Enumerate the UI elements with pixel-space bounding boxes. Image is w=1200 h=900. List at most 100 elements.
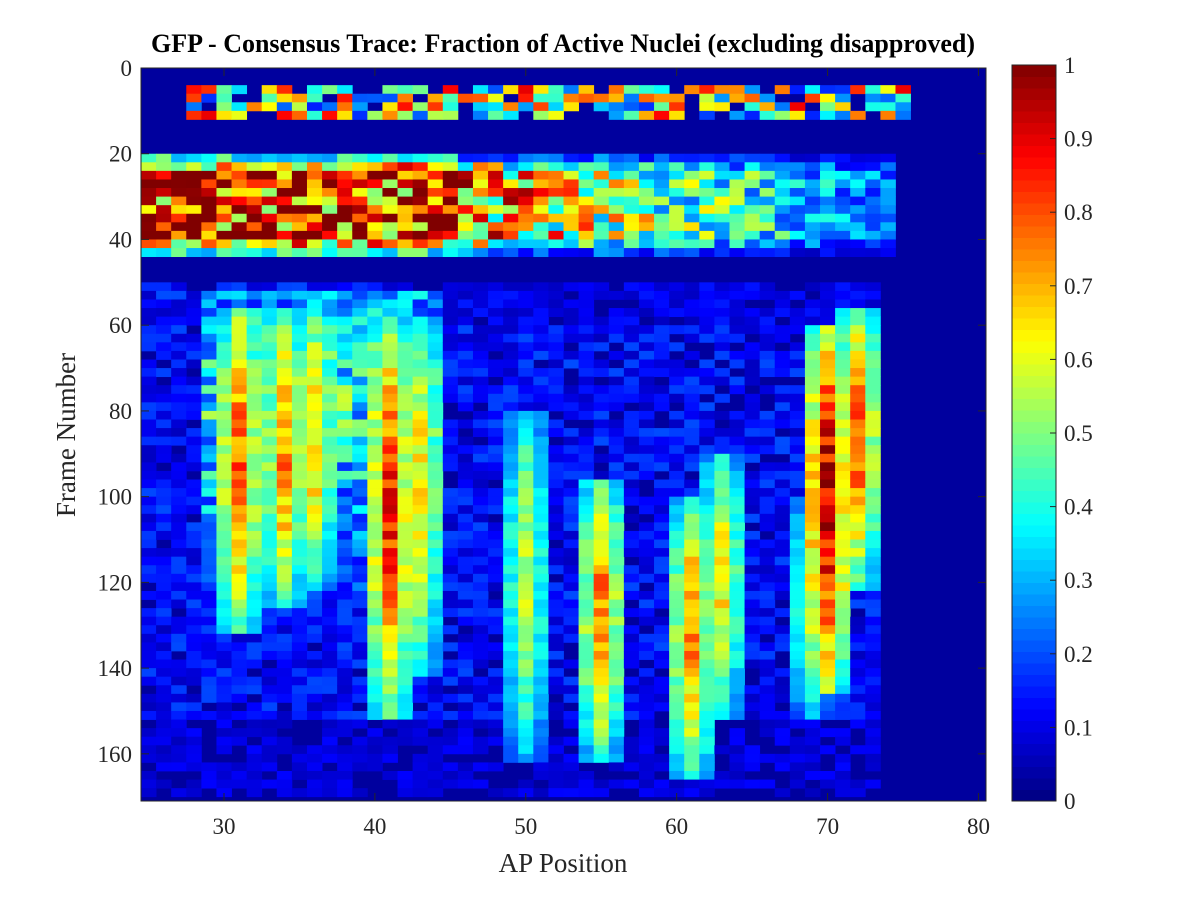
heatmap-cell <box>488 642 504 652</box>
heatmap-cell <box>231 608 248 618</box>
heatmap-cell <box>744 710 761 720</box>
heatmap-cell <box>427 470 444 480</box>
heatmap-cell <box>533 436 549 446</box>
heatmap-cell <box>231 325 248 335</box>
heatmap-cell <box>774 393 791 403</box>
heatmap-cell <box>820 582 836 592</box>
colorbar-segment <box>1012 398 1056 411</box>
heatmap-cell <box>880 93 896 103</box>
heatmap-cell <box>503 753 519 763</box>
heatmap-cell <box>156 333 172 343</box>
heatmap-cell <box>563 513 579 523</box>
heatmap-cell <box>563 453 579 463</box>
heatmap-cell <box>744 368 761 378</box>
heatmap-cell <box>638 650 655 660</box>
heatmap-cell <box>835 462 851 472</box>
heatmap-cell <box>337 453 353 463</box>
heatmap-cell <box>306 393 323 403</box>
heatmap-cell <box>835 325 851 335</box>
y-tick-label: 80 <box>109 399 132 424</box>
heatmap-cell <box>246 162 263 172</box>
heatmap-cell <box>850 745 866 755</box>
heatmap-cell <box>382 205 398 215</box>
heatmap-cell <box>306 222 323 232</box>
heatmap-cell <box>759 290 776 300</box>
heatmap-cell <box>246 650 263 660</box>
heatmap-cell <box>397 239 414 249</box>
heatmap-cell <box>714 205 730 215</box>
heatmap-cell <box>669 230 685 240</box>
heatmap-cell <box>699 548 715 558</box>
heatmap-cell <box>578 230 595 240</box>
heatmap-cell <box>156 299 172 309</box>
heatmap-cell <box>141 162 157 172</box>
heatmap-cell <box>850 625 866 635</box>
heatmap-cell <box>820 470 836 480</box>
heatmap-cell <box>835 505 851 515</box>
heatmap-cell <box>669 753 685 763</box>
heatmap-cell <box>337 625 353 635</box>
heatmap-cell <box>759 659 776 669</box>
heatmap-cell <box>171 470 187 480</box>
heatmap-cell <box>186 93 202 103</box>
heatmap-cell <box>291 419 308 429</box>
heatmap-cell <box>714 299 730 309</box>
heatmap-cell <box>518 325 534 335</box>
heatmap-cell <box>623 196 640 206</box>
heatmap-cell <box>488 316 504 326</box>
heatmap-cell <box>789 522 806 532</box>
heatmap-cell <box>412 376 429 386</box>
heatmap-cell <box>216 196 232 206</box>
heatmap-cell <box>744 599 761 609</box>
heatmap-cell <box>518 608 534 618</box>
heatmap-cell <box>578 702 595 712</box>
colorbar-segment <box>1012 778 1056 790</box>
heatmap-cell <box>789 608 806 618</box>
heatmap-cell <box>699 556 715 566</box>
heatmap-cell <box>684 693 700 703</box>
heatmap-cell <box>186 599 202 609</box>
heatmap-cell <box>503 102 519 112</box>
heatmap-cell <box>804 539 821 549</box>
heatmap-cell <box>699 659 715 669</box>
heatmap-cell <box>367 350 383 360</box>
heatmap-cell <box>291 205 308 215</box>
heatmap-cell <box>457 153 474 163</box>
heatmap-cell <box>201 608 217 618</box>
heatmap-cell <box>171 213 187 223</box>
heatmap-cell <box>156 736 172 746</box>
heatmap-cell <box>156 625 172 635</box>
heatmap-cell <box>789 410 806 420</box>
heatmap-cell <box>352 393 368 403</box>
heatmap-cell <box>593 453 610 463</box>
heatmap-cell <box>503 736 519 746</box>
heatmap-cell <box>533 248 549 258</box>
heatmap-cell <box>156 196 172 206</box>
heatmap-cell <box>201 350 217 360</box>
heatmap-cell <box>442 496 459 506</box>
heatmap-cell <box>835 556 851 566</box>
colorbar-segment <box>1012 76 1056 89</box>
heatmap-cell <box>367 230 383 240</box>
heatmap-cell <box>684 308 700 318</box>
heatmap-cell <box>804 222 821 232</box>
heatmap-cell <box>578 488 595 498</box>
heatmap-cell <box>306 556 323 566</box>
heatmap-cell <box>472 659 489 669</box>
heatmap-cell <box>850 248 866 258</box>
heatmap-cell <box>472 736 489 746</box>
heatmap-cell <box>367 342 383 352</box>
heatmap-cell <box>201 479 217 489</box>
heatmap-cell <box>201 625 217 635</box>
heatmap-cell <box>261 333 278 343</box>
heatmap-cell <box>472 196 489 206</box>
heatmap-cell <box>638 522 655 532</box>
y-tick-label: 40 <box>109 227 132 252</box>
heatmap-cell <box>337 496 353 506</box>
heatmap-cell <box>548 393 564 403</box>
heatmap-cell <box>638 239 655 249</box>
heatmap-cell <box>201 230 217 240</box>
heatmap-cell <box>412 548 429 558</box>
heatmap-cell <box>759 728 776 738</box>
heatmap-cell <box>503 282 519 292</box>
